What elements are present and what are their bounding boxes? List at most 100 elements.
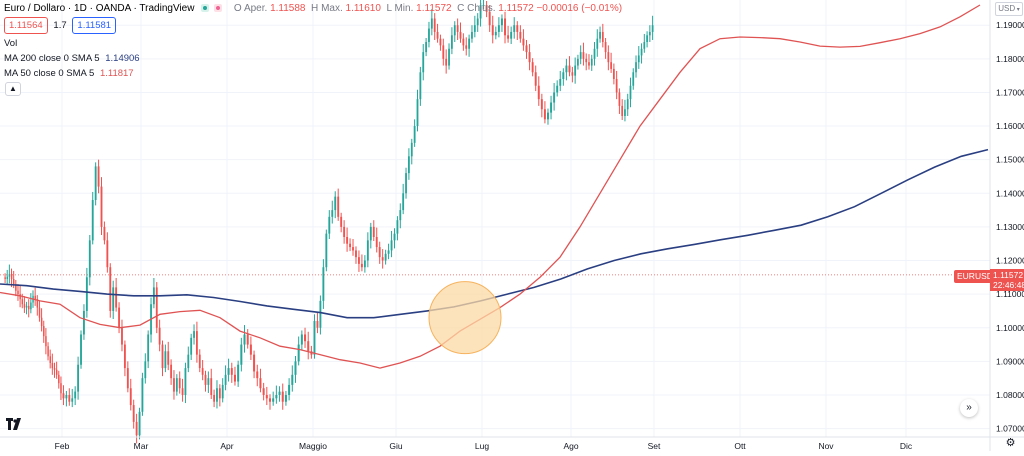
candle-up: [112, 287, 115, 311]
candle-down: [161, 344, 164, 369]
candle-up: [328, 216, 331, 234]
candle-up: [91, 200, 94, 241]
price-tick-label: 1.19000: [996, 20, 1024, 30]
candle-down: [433, 18, 436, 32]
candle-up: [651, 25, 654, 32]
candle-down: [173, 378, 175, 392]
candle-down: [58, 374, 60, 384]
candle-down: [381, 257, 384, 261]
price-tick-label: 1.10000: [996, 323, 1024, 333]
candle-up: [471, 31, 473, 39]
candle-down: [55, 369, 58, 375]
settings-button[interactable]: ⚙: [1004, 437, 1017, 450]
candle-down: [516, 25, 519, 32]
candle-down: [604, 42, 607, 53]
candle-up: [416, 99, 419, 127]
candle-down: [45, 336, 47, 347]
candle-down: [158, 327, 161, 345]
candle-up: [322, 267, 325, 301]
candle-down: [60, 383, 62, 394]
ask-button[interactable]: 1.11581: [72, 17, 117, 34]
bid-button[interactable]: 1.11564: [4, 17, 48, 34]
candle-up: [624, 109, 626, 116]
candle-up: [556, 85, 559, 93]
symbol-title: Euro / Dollaro · 1D · OANDA · TradingVie…: [4, 3, 195, 14]
bid-ask-row: 1.11564 1.7 1.11581: [4, 17, 117, 34]
candle-down: [304, 334, 307, 342]
candle-down: [106, 240, 109, 268]
candle-up: [71, 398, 74, 402]
candle-up: [65, 394, 68, 399]
current-symbol: EURUSD: [957, 271, 993, 281]
delay-icon: [213, 4, 222, 13]
candle-down: [571, 72, 574, 76]
candle-down: [372, 226, 375, 237]
ma50-label: MA 50 close 0 SMA 5: [4, 68, 95, 79]
candle-down: [340, 216, 343, 227]
candle-up: [288, 384, 291, 395]
candle-up: [407, 156, 410, 174]
candles: [4, 0, 654, 444]
legend-vol[interactable]: Vol: [4, 38, 17, 49]
candle-up: [164, 351, 167, 369]
legend-collapse-button[interactable]: ▲: [5, 82, 21, 96]
ma50-value: 1.11817: [99, 68, 134, 79]
current-price-tag: 1.11572 22:46:48: [990, 269, 1024, 291]
candle-up: [596, 38, 599, 49]
low-text: Min.: [394, 3, 414, 14]
candle-down: [135, 421, 138, 436]
candle-down: [621, 105, 624, 116]
price-tick-label: 1.07000: [996, 424, 1024, 434]
time-tick-label: Ago: [563, 441, 578, 451]
candle-up: [240, 344, 243, 365]
price-tick-label: 1.12000: [996, 256, 1024, 266]
tradingview-logo[interactable]: [6, 418, 22, 430]
candle-down: [181, 388, 184, 395]
candle-down: [233, 374, 236, 382]
candle-down: [47, 346, 49, 357]
candle-down: [123, 344, 126, 369]
candle-down: [528, 52, 531, 63]
candle-up: [479, 5, 482, 19]
candle-up: [550, 102, 553, 113]
candle-down: [262, 388, 265, 395]
candle-up: [640, 48, 643, 56]
close-label: C: [457, 3, 465, 14]
candle-down: [195, 331, 198, 355]
time-tick-label: Nov: [818, 441, 834, 451]
legend-ma50[interactable]: MA 50 close 0 SMA 5 1.11817: [4, 68, 134, 79]
candle-up: [510, 31, 513, 39]
candle-up: [272, 398, 275, 402]
candle-up: [221, 384, 224, 399]
currency-selector[interactable]: USD ▾: [995, 2, 1023, 16]
candle-up: [593, 48, 596, 59]
scroll-to-realtime-button[interactable]: »: [960, 399, 978, 417]
candle-down: [316, 321, 319, 328]
current-price-value: 1.11572: [993, 270, 1024, 280]
candle-down: [357, 257, 360, 264]
candle-down: [378, 247, 381, 258]
candle-up: [577, 58, 579, 66]
ma200-label: MA 200 close 0 SMA 5: [4, 53, 100, 64]
candle-down: [525, 45, 528, 53]
candle-up: [425, 42, 428, 53]
candle-up: [138, 411, 141, 436]
candle-up: [468, 38, 471, 49]
candle-up: [473, 25, 476, 32]
candle-down: [615, 78, 618, 93]
price-tick-label: 1.16000: [996, 121, 1024, 131]
candle-down: [519, 31, 522, 39]
candle-up: [77, 364, 80, 392]
candle-up: [25, 305, 28, 308]
candle-up: [74, 391, 77, 399]
candle-down: [103, 226, 106, 241]
candle-down: [568, 65, 571, 73]
candle-up: [419, 72, 422, 100]
candle-down: [265, 394, 268, 399]
candle-up: [227, 368, 230, 375]
candle-down: [436, 31, 439, 39]
legend-ma200[interactable]: MA 200 close 0 SMA 5 1.14906: [4, 53, 140, 64]
candle-up: [646, 35, 648, 43]
